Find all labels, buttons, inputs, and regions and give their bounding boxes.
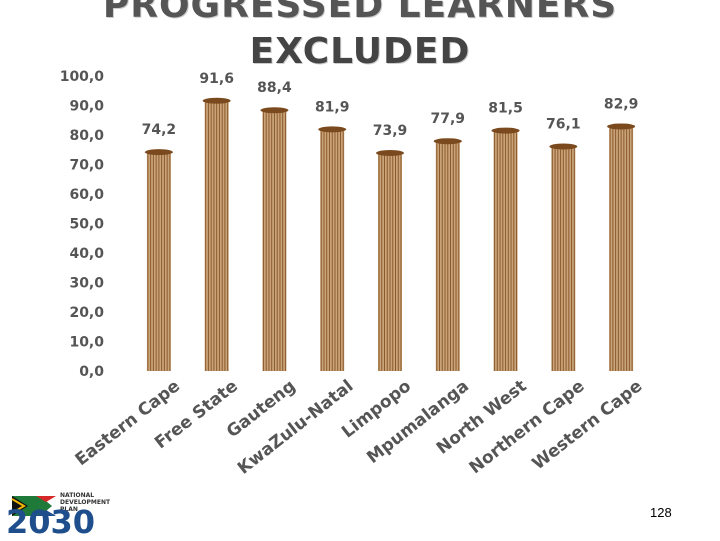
x-tick-label: Mpumalanga [363,376,473,468]
bar [491,127,520,371]
bar-cap [433,138,462,145]
logo-text-line1: NATIONAL [60,492,95,499]
logo-text-line3: PLAN [60,506,78,513]
bar [549,143,578,371]
value-label: 81,5 [488,101,523,117]
bar-cap [491,127,520,134]
value-label: 91,6 [199,71,234,87]
bar-chart: 0,0 10,0 20,0 30,0 40,0 50,0 60,0 70,0 80,0 90,0 1… [60,69,646,479]
bar [318,126,347,371]
value-label: 81,9 [315,99,350,115]
value-label: 73,9 [373,123,408,139]
bar [433,138,462,371]
y-tick-label: 0,0 [79,364,104,380]
y-tick-label: 60,0 [69,187,104,203]
y-tick-label: 70,0 [69,158,104,174]
logo-year: 2030 [6,503,96,541]
bar-cap [376,149,404,156]
y-tick-label: 90,0 [69,99,104,115]
bar [376,149,404,371]
bar [144,149,173,371]
chart-title-line2: EXCLUDED [249,31,471,72]
chart-title-line1: PROGRESSED LEARNERS [102,0,618,26]
bar-cap [260,107,289,114]
y-tick-label: 10,0 [69,335,104,351]
bar [607,123,636,371]
y-tick-label: 20,0 [69,305,104,321]
bar-cap [202,97,231,104]
ndp-flag-icon [11,496,56,516]
bar-cap [549,143,578,150]
page-number: 128 [650,505,672,520]
value-label: 74,2 [142,122,177,138]
bar-cap [318,126,347,133]
bar [202,97,231,371]
bar-cap [607,123,636,130]
y-tick-label: 80,0 [69,128,104,144]
y-tick-label: 50,0 [69,217,104,233]
value-label: 88,4 [257,80,292,96]
value-label: 82,9 [604,96,639,112]
value-label: 77,9 [431,111,466,127]
bar [260,107,289,371]
logo-text-line2: DEVELOPMENT [60,499,111,506]
y-tick-label: 40,0 [69,246,104,262]
bar-cap [144,149,173,156]
value-label: 76,1 [546,117,581,133]
y-tick-label: 30,0 [69,276,104,292]
y-tick-label: 100,0 [60,69,105,85]
x-tick-label: Eastern Cape [72,376,184,470]
